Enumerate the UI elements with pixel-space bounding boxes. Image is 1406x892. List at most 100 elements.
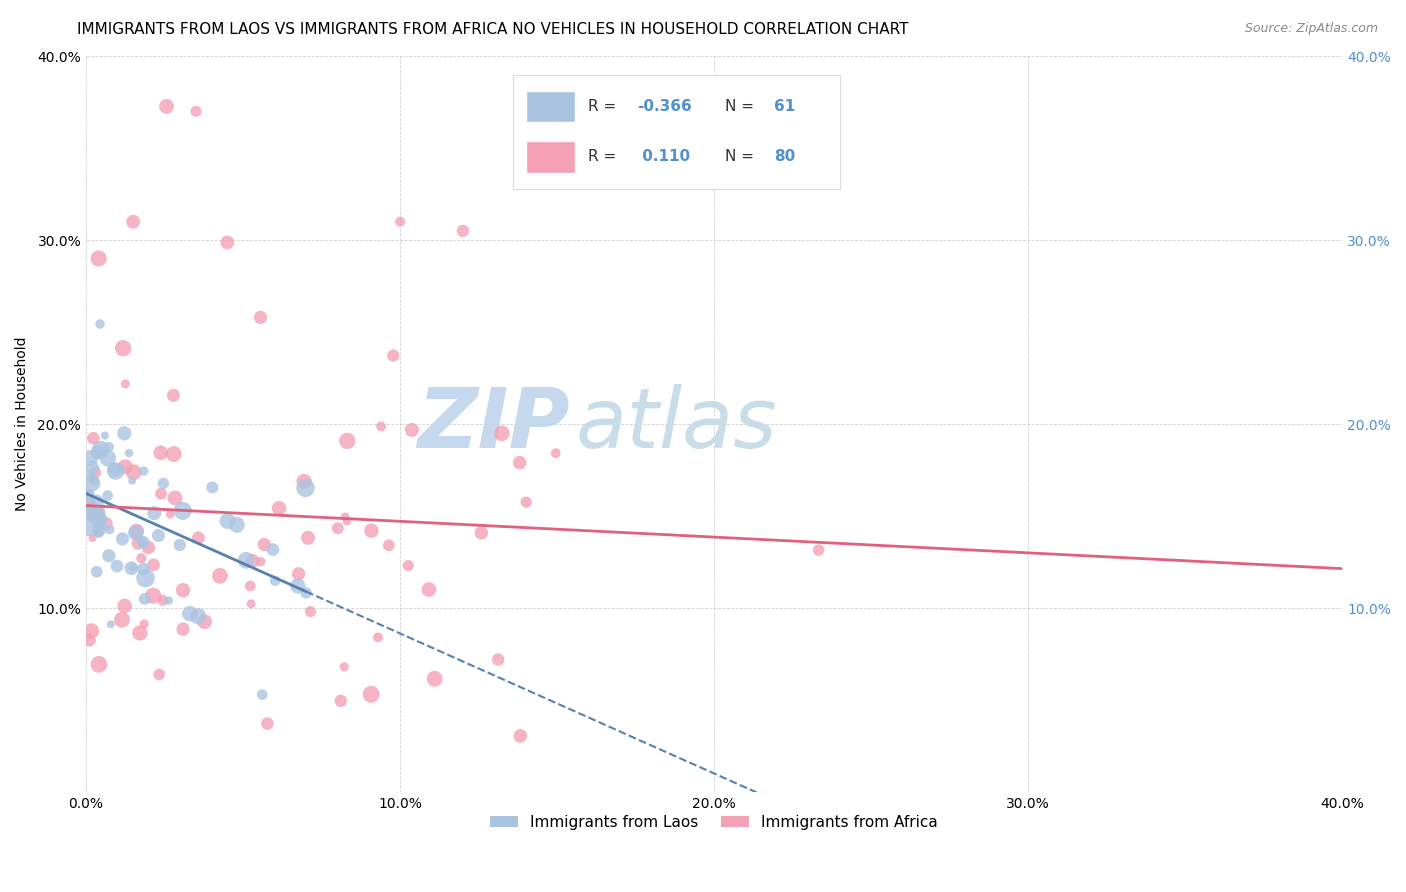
Point (150, 486, 173, 500)
Point (87, 525, 110, 540)
Point (382, 349, 405, 363)
Point (131, 551, 153, 566)
Point (486, 652, 509, 666)
Point (122, 215, 145, 229)
Point (163, 491, 186, 505)
Text: Source: ZipAtlas.com: Source: ZipAtlas.com (1244, 22, 1378, 36)
Point (122, 465, 145, 479)
Point (329, 694, 352, 708)
Point (100, 617, 122, 632)
Point (87, 504, 110, 518)
Point (187, 531, 209, 545)
Point (84, 506, 107, 520)
Point (80, 624, 103, 638)
Point (367, 631, 389, 645)
Point (120, 561, 142, 575)
Point (138, 541, 160, 555)
Point (172, 583, 194, 598)
Point (333, 510, 356, 524)
Point (299, 605, 322, 619)
Point (83, 474, 105, 488)
Point (97, 489, 120, 503)
Point (401, 423, 423, 437)
Point (82, 460, 104, 475)
Text: IMMIGRANTS FROM LAOS VS IMMIGRANTS FROM AFRICA NO VEHICLES IN HOUSEHOLD CORRELAT: IMMIGRANTS FROM LAOS VS IMMIGRANTS FROM … (77, 22, 908, 37)
Point (360, 524, 382, 538)
Point (149, 446, 172, 460)
Point (172, 504, 194, 518)
Point (194, 615, 217, 629)
Point (256, 716, 278, 731)
Point (111, 532, 134, 546)
Point (132, 535, 155, 549)
Point (134, 591, 156, 606)
Point (97, 440, 120, 454)
Point (87, 657, 110, 672)
Point (94, 428, 117, 442)
Point (360, 687, 382, 701)
Point (152, 476, 174, 491)
Point (134, 617, 156, 632)
Point (77, 486, 100, 500)
Point (80, 476, 103, 491)
Point (112, 426, 135, 441)
Point (287, 579, 309, 593)
Point (94, 516, 117, 531)
Point (287, 566, 309, 581)
Point (187, 609, 209, 624)
Point (264, 574, 287, 588)
Point (114, 459, 136, 474)
Point (491, 426, 513, 441)
Point (104, 463, 127, 477)
Point (125, 524, 148, 539)
Point (121, 474, 143, 488)
Point (470, 525, 492, 540)
Point (179, 607, 201, 621)
Point (111, 613, 134, 627)
Point (132, 562, 155, 576)
Point (118, 446, 141, 460)
Point (249, 310, 271, 325)
Point (509, 729, 531, 743)
Point (89, 317, 111, 331)
Point (159, 508, 181, 522)
Point (208, 569, 231, 583)
Point (98, 523, 121, 537)
Text: ZIP: ZIP (418, 384, 569, 465)
Point (127, 536, 149, 550)
Point (148, 667, 170, 681)
Point (79, 508, 101, 523)
Point (125, 525, 148, 540)
Point (86, 565, 108, 579)
Point (297, 531, 319, 545)
Point (807, 543, 830, 558)
Point (87, 445, 110, 459)
Point (97, 451, 120, 466)
Point (105, 559, 128, 574)
Point (239, 579, 262, 593)
Point (132, 464, 155, 478)
Point (112, 341, 135, 355)
Point (104, 464, 127, 478)
Point (114, 376, 136, 391)
Point (142, 589, 165, 603)
Point (162, 388, 184, 402)
Point (143, 506, 166, 520)
Point (172, 622, 194, 636)
Point (152, 593, 174, 607)
Point (77, 497, 100, 511)
Point (294, 481, 316, 495)
Point (515, 495, 537, 509)
Point (142, 558, 165, 572)
Point (336, 514, 359, 528)
Point (378, 538, 401, 552)
Point (77, 512, 100, 526)
Point (418, 582, 440, 597)
Point (82, 431, 104, 445)
Point (250, 555, 273, 569)
Point (217, 514, 239, 528)
Point (128, 626, 150, 640)
Point (451, 224, 474, 238)
Point (97, 549, 120, 563)
Point (155, 99, 177, 113)
